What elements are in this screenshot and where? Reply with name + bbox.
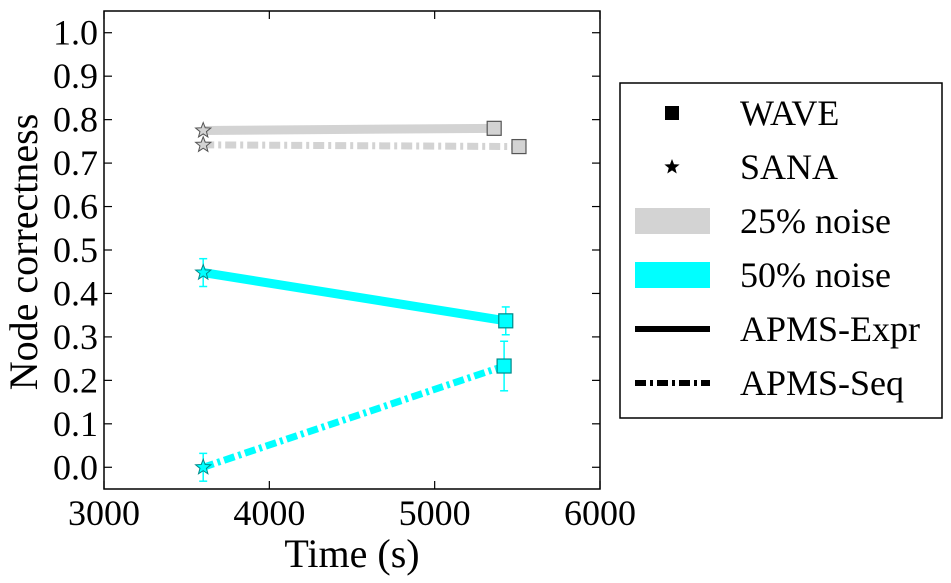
legend-label: WAVE: [740, 93, 839, 133]
legend-label: APMS-Seq: [740, 363, 904, 403]
x-axis-title: Time (s): [284, 531, 419, 576]
sana-marker-3: [194, 263, 213, 281]
legend-label: 25% noise: [740, 201, 891, 241]
legend-item-apms-seq: APMS-Seq: [635, 363, 904, 403]
y-tick-label: 1.0: [53, 13, 98, 53]
legend-label: APMS-Expr: [740, 309, 920, 349]
legend-label: 50% noise: [740, 255, 891, 295]
y-tick-label: 0.4: [53, 273, 98, 313]
legend-color-patch: [635, 262, 710, 288]
legend-item-wave: WAVE: [665, 93, 839, 133]
series-line-3: [202, 268, 507, 326]
series-line-4: [202, 362, 506, 471]
sana-marker-4: [194, 457, 213, 475]
y-tick-label: 0.5: [53, 230, 98, 270]
y-tick-label: 0.2: [53, 360, 98, 400]
legend-item-50-noise: 50% noise: [635, 255, 891, 295]
legend-item-25-noise: 25% noise: [635, 201, 891, 241]
wave-marker-1: [486, 120, 502, 136]
y-tick-label: 0.8: [53, 100, 98, 140]
x-tick-label: 5000: [399, 493, 471, 533]
legend-label: SANA: [740, 147, 838, 187]
legend-color-patch: [635, 208, 710, 234]
x-tick-label: 6000: [564, 493, 636, 533]
y-tick-label: 0.9: [53, 56, 98, 96]
y-tick-label: 0.3: [53, 317, 98, 357]
y-tick-label: 0.6: [53, 187, 98, 227]
legend-star-marker: [664, 159, 680, 174]
wave-marker-4: [496, 358, 512, 374]
x-tick-label: 4000: [233, 493, 305, 533]
axes: 0.00.10.20.30.40.50.60.70.80.91.0 3000 400…: [53, 10, 636, 533]
y-tick-label: 0.7: [53, 143, 98, 183]
wave-marker-3: [498, 313, 514, 329]
sana-marker-2: [194, 135, 213, 153]
y-axis-title: Node correctness: [1, 114, 46, 391]
legend-item-sana: SANA: [664, 147, 838, 187]
y-tick-label: 0.0: [53, 447, 98, 487]
legend-frame: [619, 82, 943, 419]
x-tick-label: 3000: [68, 493, 140, 533]
series-line-2: [203, 141, 520, 151]
series-line-1: [203, 123, 495, 135]
legend-square-marker: [665, 106, 679, 120]
legend: WAVE SANA 25% noise 50% noise APMS-Expr APMS-…: [619, 82, 943, 419]
wave-marker-2: [511, 138, 527, 155]
sana-marker-1: [194, 121, 213, 139]
plot-area: [194, 120, 527, 482]
y-tick-label: 0.1: [53, 404, 98, 444]
legend-item-apms-expr: APMS-Expr: [635, 309, 920, 349]
